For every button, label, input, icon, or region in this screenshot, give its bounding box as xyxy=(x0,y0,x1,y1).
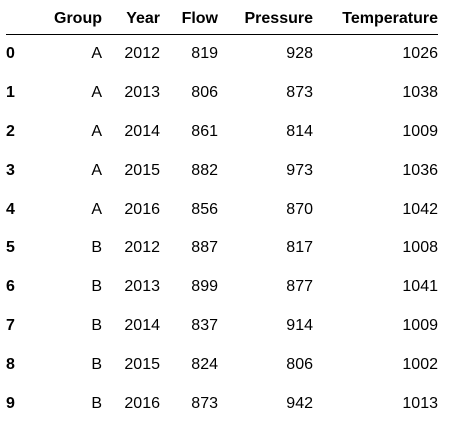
cell-group: A xyxy=(91,84,102,102)
cell-flow: 837 xyxy=(191,316,218,334)
cell-group: B xyxy=(91,316,102,334)
cell-temperature: 1041 xyxy=(402,278,438,296)
row-index: 2 xyxy=(6,122,15,140)
cell-year: 2015 xyxy=(124,355,160,373)
cell-group: B xyxy=(91,355,102,373)
header-group: Group xyxy=(40,4,102,35)
row-index: 6 xyxy=(6,278,15,296)
cell-year: 2014 xyxy=(124,122,160,140)
cell-pressure: 817 xyxy=(286,239,313,257)
cell-year: 2015 xyxy=(124,161,160,179)
header-year: Year xyxy=(102,4,160,35)
cell-pressure: 814 xyxy=(286,122,313,140)
cell-flow: 856 xyxy=(191,200,218,218)
header-flow: Flow xyxy=(160,4,218,35)
cell-pressure: 928 xyxy=(286,45,313,63)
cell-pressure: 806 xyxy=(286,355,313,373)
cell-flow: 882 xyxy=(191,161,218,179)
cell-temperature: 1009 xyxy=(402,122,438,140)
row-index: 4 xyxy=(6,200,15,218)
cell-temperature: 1013 xyxy=(402,394,438,412)
cell-pressure: 914 xyxy=(286,316,313,334)
table-row: 0 A 2012 819 928 1026 xyxy=(6,34,438,74)
cell-flow: 819 xyxy=(191,45,218,63)
cell-year: 2012 xyxy=(124,45,160,63)
cell-year: 2014 xyxy=(124,316,160,334)
cell-pressure: 870 xyxy=(286,200,313,218)
row-index: 7 xyxy=(6,316,15,334)
cell-year: 2016 xyxy=(124,394,160,412)
cell-flow: 824 xyxy=(191,355,218,373)
cell-pressure: 973 xyxy=(286,161,313,179)
table-row: 2 A 2014 861 814 1009 xyxy=(6,112,438,152)
cell-flow: 899 xyxy=(191,278,218,296)
cell-year: 2013 xyxy=(124,84,160,102)
cell-group: B xyxy=(91,239,102,257)
table-row: 4 A 2016 856 870 1042 xyxy=(6,190,438,229)
table-row: 5 B 2012 887 817 1008 xyxy=(6,228,438,268)
cell-group: A xyxy=(91,161,102,179)
row-index: 5 xyxy=(6,239,15,257)
cell-temperature: 1042 xyxy=(402,200,438,218)
table-row: 8 B 2015 824 806 1002 xyxy=(6,345,438,385)
cell-year: 2016 xyxy=(124,200,160,218)
cell-temperature: 1026 xyxy=(402,45,438,63)
cell-flow: 873 xyxy=(191,394,218,412)
row-index: 1 xyxy=(6,84,15,102)
cell-year: 2013 xyxy=(124,278,160,296)
row-index: 9 xyxy=(6,394,15,412)
cell-group: A xyxy=(91,122,102,140)
table-row: 9 B 2016 873 942 1013 xyxy=(6,384,438,423)
cell-pressure: 942 xyxy=(286,394,313,412)
dataframe-table: Group Year Flow Pressure Temperature 0 A… xyxy=(6,4,438,423)
cell-year: 2012 xyxy=(124,239,160,257)
cell-pressure: 877 xyxy=(286,278,313,296)
table-row: 7 B 2014 837 914 1009 xyxy=(6,306,438,346)
cell-group: B xyxy=(91,394,102,412)
cell-flow: 861 xyxy=(191,122,218,140)
cell-temperature: 1038 xyxy=(402,84,438,102)
cell-group: A xyxy=(91,45,102,63)
table-row: 3 A 2015 882 973 1036 xyxy=(6,151,438,191)
row-index: 0 xyxy=(6,45,15,63)
cell-pressure: 873 xyxy=(286,84,313,102)
table-header: Group Year Flow Pressure Temperature xyxy=(6,4,438,35)
header-row: Group Year Flow Pressure Temperature xyxy=(6,4,438,35)
table-row: 6 B 2013 899 877 1041 xyxy=(6,267,438,307)
table-body: 0 A 2012 819 928 1026 1 A 2013 806 873 1… xyxy=(6,34,438,423)
cell-temperature: 1036 xyxy=(402,161,438,179)
cell-flow: 887 xyxy=(191,239,218,257)
header-temperature: Temperature xyxy=(313,4,438,35)
row-index: 8 xyxy=(6,355,15,373)
cell-flow: 806 xyxy=(191,84,218,102)
header-pressure: Pressure xyxy=(218,4,313,35)
cell-temperature: 1002 xyxy=(402,355,438,373)
table-row: 1 A 2013 806 873 1038 xyxy=(6,73,438,113)
header-index xyxy=(6,4,40,35)
cell-group: A xyxy=(91,200,102,218)
row-index: 3 xyxy=(6,161,15,179)
cell-temperature: 1008 xyxy=(402,239,438,257)
cell-group: B xyxy=(91,278,102,296)
cell-temperature: 1009 xyxy=(402,316,438,334)
